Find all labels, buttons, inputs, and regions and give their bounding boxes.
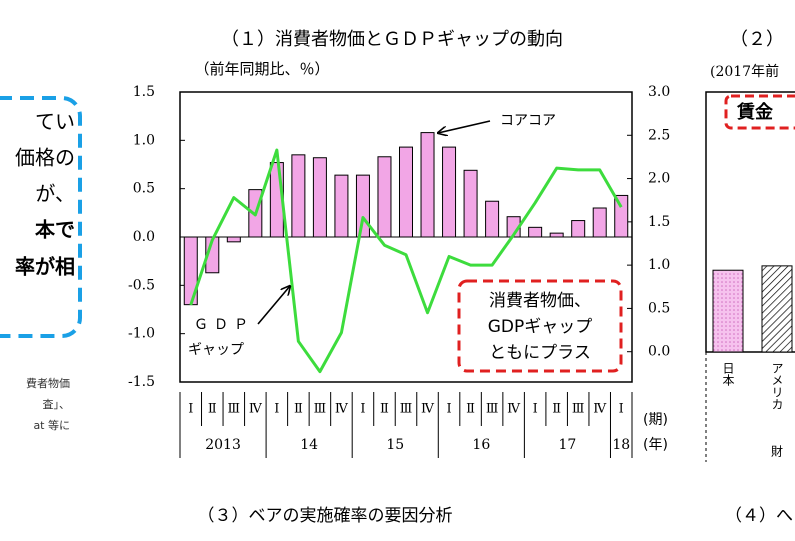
y-tick-label: 1.5 [133,84,155,100]
x-tick-label: Ⅰ [446,402,451,417]
x-tick-label: Ⅲ [228,402,241,417]
axis-unit: (年) [643,437,668,453]
y-tick-label: -1.5 [128,374,155,390]
bar [549,232,564,238]
plot-frame [705,91,795,353]
x-tick-label: Ⅲ [572,402,585,417]
callout-box [724,94,795,130]
x-tick-label: Ⅳ [335,402,349,417]
chart-title: （１）消費者物価とＧＤＰギャップの動向 [221,29,563,50]
y2-tick-label: 1.0 [648,257,670,273]
line [189,148,623,374]
y-tick-label: -1.0 [128,326,155,342]
x-tick-label: Ⅲ [400,402,413,417]
x-tick-label: アメリカ [770,362,784,410]
x-tick-label: Ⅰ [360,402,365,417]
x-tick-label: Ⅳ [421,402,435,417]
bar [312,157,327,238]
bar [291,154,306,238]
y-tick-label: 0.5 [133,181,155,197]
bar [377,156,392,238]
x-tick-label: Ⅱ [294,402,303,417]
bar [614,194,629,238]
callout-text: 率が相 [15,255,75,279]
y2-tick-label: 1.5 [648,214,670,230]
year-label: 14 [300,437,318,453]
bar [355,174,370,238]
bar [226,236,241,243]
note: 査」、 [43,397,71,411]
bar [442,146,457,238]
axis-unit: (期) [643,412,668,428]
y2-tick-label: 0.0 [648,344,670,360]
y2-tick-label: 3.0 [648,84,670,100]
x-tick-label: Ⅰ [533,402,538,417]
annotation: コアコア [500,113,556,129]
bar [463,169,478,238]
bar [528,226,543,238]
bar [420,132,435,238]
year-label: 17 [559,437,577,453]
callout-box [0,96,82,338]
callout-text: てい [35,110,75,134]
y-tick-label: -0.5 [128,277,155,293]
bar [712,269,744,353]
callout-text: ともにプラス [489,343,591,363]
callout-text: 賃金 [736,101,774,123]
section-title: （４）へ [725,506,793,526]
callout-text: 価格の [15,146,75,170]
chart-subtitle: (2017年前 [710,63,779,80]
x-tick-label: Ⅳ [249,402,263,417]
annotation-arrow [257,286,290,325]
x-tick-label: Ⅰ [188,402,193,417]
x-tick-label: Ⅰ [274,402,279,417]
y-tick-label: 0.0 [133,229,155,245]
note: at 等に [33,418,70,432]
year-label: 15 [386,437,404,453]
annotation: ＧＤＰ [194,317,254,333]
y-tick-label: 1.0 [133,132,155,148]
callout-box [457,279,623,373]
year-label: 18 [612,437,630,453]
bar [761,265,793,353]
y2-tick-label: 2.5 [648,127,670,143]
bar [485,200,500,238]
annotation: ギャップ [188,342,244,358]
x-tick-label: Ⅱ [380,402,389,417]
x-tick-label: Ⅱ [208,402,217,417]
callout-text: が、 [35,182,75,206]
y2-tick-label: 0.5 [648,300,670,316]
annotation-arrow [438,120,491,133]
x-tick-label: Ⅰ [619,402,624,417]
x-tick-label: Ⅲ [486,402,499,417]
year-label: 2013 [205,437,241,453]
callout-text: 本で [34,218,75,242]
x-tick-label: Ⅱ [466,402,475,417]
x-tick-label: Ⅳ [593,402,607,417]
note: 費者物価 [26,376,70,390]
callout-text: GDPギャップ [488,317,593,337]
bar [334,174,349,238]
x-tick-label: Ⅱ [552,402,561,417]
x-tick-label: Ⅳ [507,402,521,417]
bar [399,146,413,238]
bar [571,220,586,238]
x-tick-label: Ⅲ [314,402,327,417]
y2-tick-label: 2.0 [648,171,670,187]
section-title: （３）ベアの実施確率の要因分析 [198,506,453,526]
callout-text: 消費者物価、 [489,291,591,311]
bar [592,207,607,238]
year-label: 16 [472,437,490,453]
group-label: 財 [771,444,783,459]
chart-title: （２） [730,29,784,50]
x-tick-label: 日本 [721,362,735,387]
chart-subtitle: （前年同期比、％） [194,60,329,78]
